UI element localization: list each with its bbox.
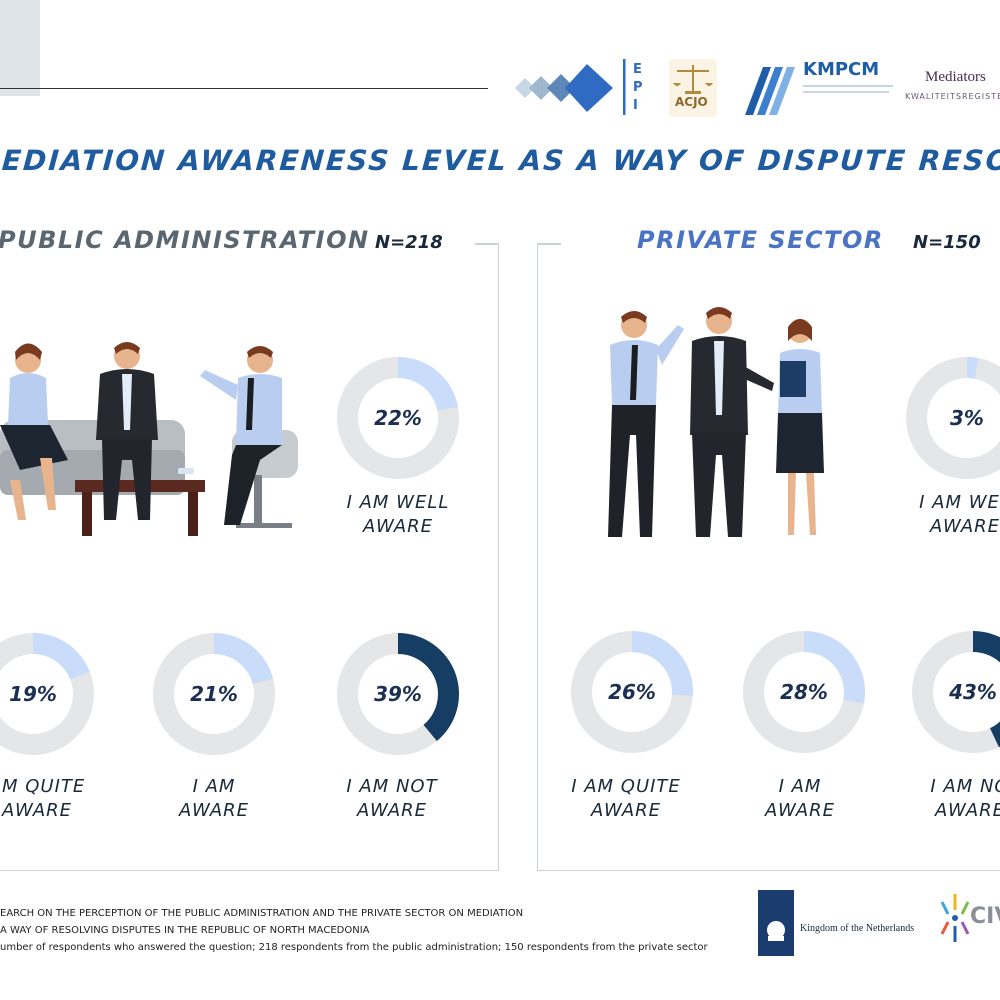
- donut-percent-label: 3%: [950, 406, 984, 430]
- footnote-line: EARCH ON THE PERCEPTION OF THE PUBLIC AD…: [0, 908, 524, 919]
- donut-segment: [33, 633, 90, 680]
- donut-percent-label: 26%: [608, 680, 656, 704]
- donut-segment: [398, 357, 458, 411]
- donut-percent-label: 21%: [190, 682, 238, 706]
- public-well-aware-label: I AM WELL AWARE: [346, 492, 450, 537]
- public-aware-donut: 21%: [152, 632, 276, 756]
- donut-segment: [632, 631, 693, 696]
- kmpcm-subline: [803, 85, 893, 87]
- partner-logos: EPI ACJO KMPCM Mediators KWALITEITSREGIS…: [505, 55, 1000, 125]
- netherlands-crest-icon: [758, 890, 794, 956]
- footnote-line: umber of respondents who answered the qu…: [0, 942, 708, 953]
- civ-burst-icon: [940, 894, 970, 942]
- private-aware-donut: 28%: [742, 630, 866, 754]
- header-rule: [0, 88, 488, 89]
- donut-segment: [804, 631, 865, 704]
- donut-percent-label: 19%: [9, 682, 57, 706]
- private-n-label: N=150: [913, 232, 981, 253]
- epi-letters: EPI: [633, 62, 643, 113]
- public-panel-top-edge: [475, 243, 499, 245]
- private-aware-label: I AM AWARE: [764, 776, 836, 821]
- header-accent-bar: [0, 0, 40, 96]
- public-quite-aware-donut: 19%: [0, 632, 95, 756]
- donut-svg: [337, 633, 459, 755]
- public-panel: [0, 244, 499, 871]
- donut-percent-label: 43%: [949, 680, 997, 704]
- donut-segment: [973, 631, 1000, 748]
- donut-segment: [398, 633, 459, 742]
- private-quite-aware-donut: 26%: [570, 630, 694, 754]
- public-well-aware-donut: 22%: [336, 356, 460, 480]
- footnote-line: A WAY OF RESOLVING DISPUTES IN THE REPUB…: [0, 925, 370, 936]
- netherlands-label: Kingdom of the Netherlands: [800, 923, 915, 934]
- acjo-label: ACJO: [675, 95, 708, 109]
- donut-percent-label: 28%: [780, 680, 828, 704]
- public-not-aware-label: I AM NOT AWARE: [346, 776, 438, 821]
- private-panel-top-edge: [537, 243, 561, 245]
- donut-percent-label: 22%: [374, 406, 422, 430]
- epi-logo: [515, 59, 626, 115]
- kmpcm-logo: [745, 67, 795, 115]
- donut-segment: [214, 633, 274, 685]
- kwaliteitsregister-label: KWALITEITSREGISTER: [905, 92, 1000, 101]
- kmpcm-subline-2: [803, 91, 889, 93]
- footnotes: EARCH ON THE PERCEPTION OF THE PUBLIC AD…: [0, 905, 708, 956]
- public-section-title: PUBLIC ADMINISTRATION: [0, 226, 370, 254]
- kmpcm-label: KMPCM: [803, 59, 880, 80]
- civ-label: CIV: [970, 904, 1000, 929]
- page-title: EDIATION AWARENESS LEVEL AS A WAY OF DIS…: [0, 144, 1000, 177]
- donut-svg: [906, 357, 1000, 479]
- private-not-aware-donut: 43%: [911, 630, 1000, 754]
- donut-svg: [153, 633, 275, 755]
- public-not-aware-donut: 39%: [336, 632, 460, 756]
- public-n-label: N=218: [375, 232, 443, 253]
- donut-percent-label: 39%: [374, 682, 422, 706]
- private-section-title: PRIVATE SECTOR: [637, 226, 884, 254]
- private-well-aware-donut: 3%: [905, 356, 1000, 480]
- private-not-aware-label: I AM NOAWARE: [930, 776, 1000, 821]
- private-well-aware-label: I AM WELAWARE: [919, 492, 1000, 537]
- public-aware-label: I AM AWARE: [178, 776, 250, 821]
- meeting-illustration: [0, 342, 298, 536]
- private-quite-aware-label: I AM QUITE AWARE: [571, 776, 681, 821]
- acjo-scales-logo: [669, 59, 717, 117]
- donut-svg: [337, 357, 459, 479]
- donut-svg: [571, 631, 693, 753]
- business-people-illustration: [608, 307, 824, 537]
- donut-svg: [0, 633, 94, 755]
- private-panel: [537, 244, 1000, 871]
- donut-svg: [743, 631, 865, 753]
- donut-segment: [967, 357, 979, 379]
- donut-svg: [912, 631, 1000, 753]
- mediators-label: Mediators: [925, 69, 986, 85]
